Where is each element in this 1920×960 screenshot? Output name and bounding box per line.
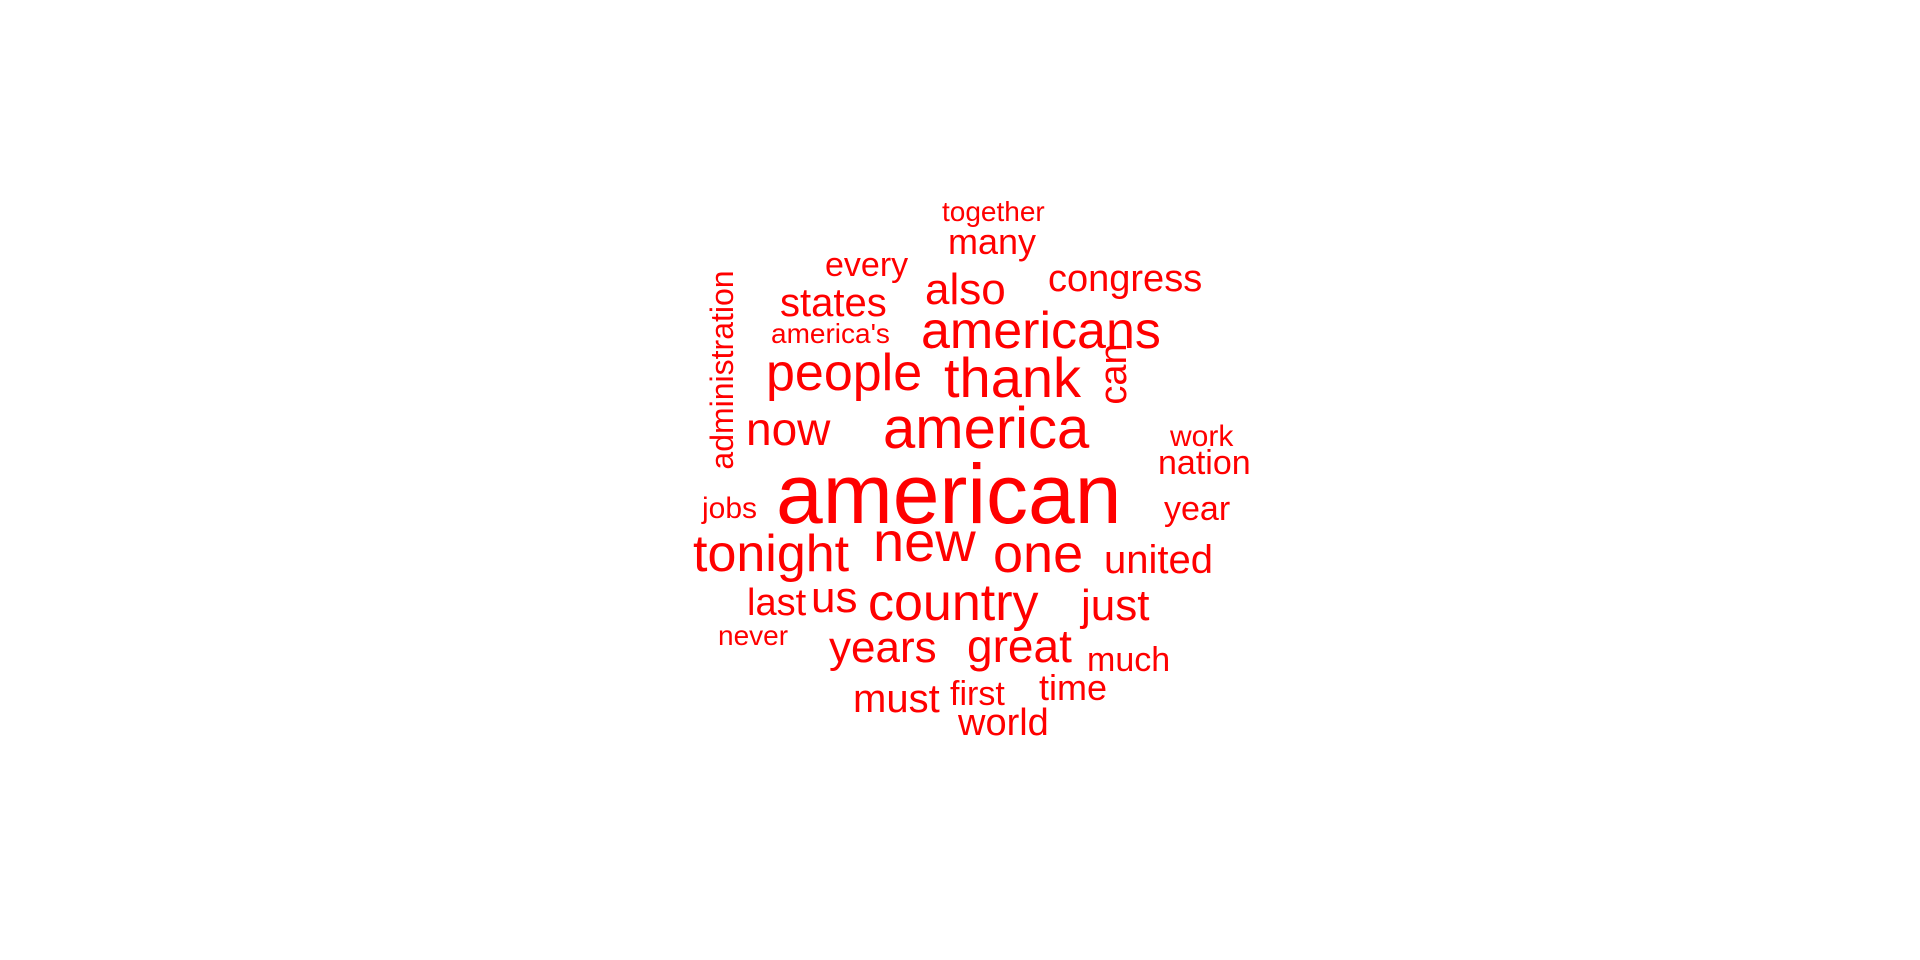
word-america: america [883, 396, 1090, 461]
word-first: first [950, 675, 1005, 713]
word-new: new [873, 510, 976, 573]
word-people: people [766, 344, 923, 402]
word-last: last [747, 582, 807, 624]
word-thank: thank [944, 346, 1081, 409]
word-congress: congress [1048, 258, 1203, 300]
word-americas: america's [771, 318, 890, 349]
word-can: can [1093, 343, 1135, 405]
word-now: now [746, 403, 831, 455]
word-time: time [1039, 667, 1108, 708]
word-world: world [958, 702, 1049, 744]
word-just: just [1081, 581, 1150, 630]
word-great: great [967, 620, 1072, 672]
word-must: must [853, 677, 940, 721]
word-country: country [868, 574, 1039, 632]
word-years: years [829, 623, 937, 672]
word-year: year [1164, 490, 1231, 528]
word-never: never [718, 620, 789, 651]
word-one: one [993, 524, 1084, 584]
word-also: also [925, 265, 1006, 314]
word-every: every [825, 246, 909, 284]
word-much: much [1087, 641, 1171, 679]
word-administration: administration [704, 270, 740, 470]
word-us: us [811, 573, 858, 622]
word-nation: nation [1158, 444, 1251, 482]
word-tonight: tonight [693, 525, 850, 583]
word-states: states [780, 281, 887, 325]
word-jobs: jobs [702, 492, 758, 525]
word-american: american [776, 447, 1122, 541]
word-united: united [1104, 538, 1213, 582]
word-together: together [942, 196, 1045, 227]
word-many: many [948, 221, 1037, 262]
word-work: work [1170, 420, 1234, 453]
word-americans: americans [921, 302, 1161, 360]
